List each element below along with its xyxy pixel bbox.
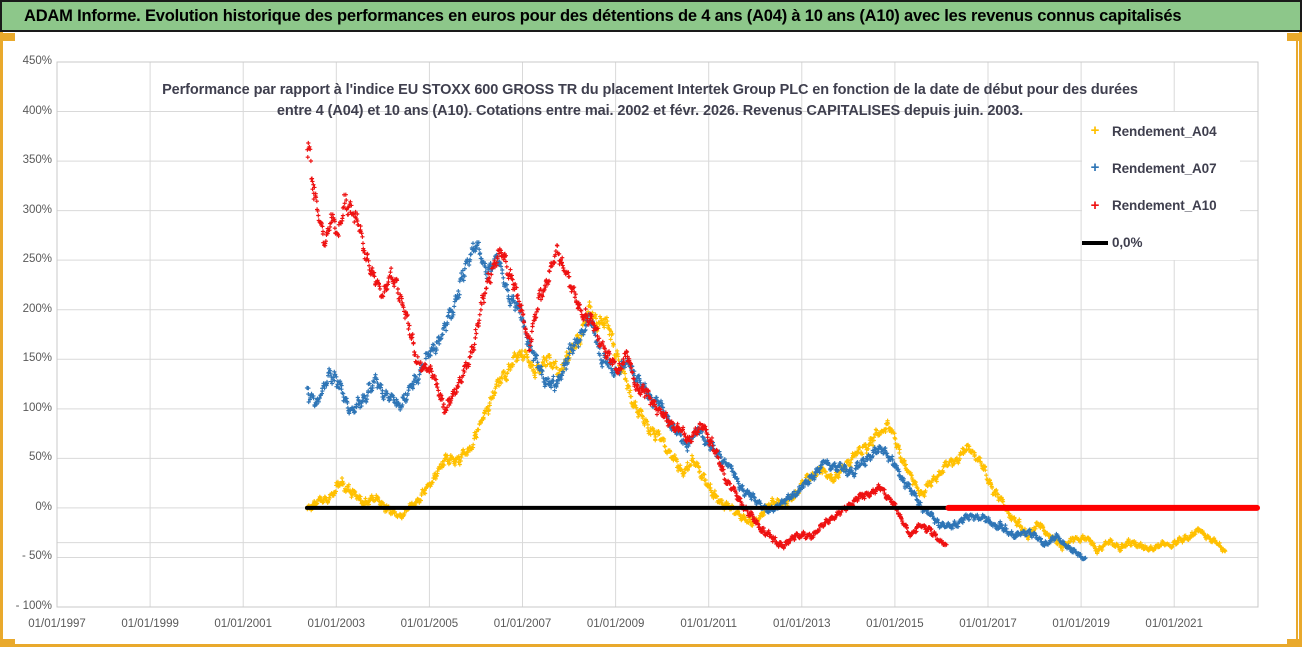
series-Rendement_A04[interactable] [305,300,1228,556]
black-line-icon [1082,241,1108,245]
y-tick-label: 300% [22,203,52,216]
legend-label: Rendement_A10 [1112,198,1217,214]
y-tick-label: 50% [28,451,52,464]
chart-title: Performance par rapport à l'indice EU ST… [60,80,1240,122]
legend-item-a04[interactable]: + Rendement_A04 [1082,118,1240,144]
x-tick-label: 01/01/2001 [214,618,272,630]
report-title-bar: ADAM Informe. Evolution historique des p… [0,0,1302,32]
plus-marker-icon: + [1090,196,1100,214]
chart-resize-handle-bottom-right[interactable] [1287,639,1302,647]
plot-border [56,61,1259,608]
y-tick-label: 200% [22,302,52,315]
y-tick-label: 450% [22,55,52,67]
x-tick-label: 01/01/2005 [400,618,459,630]
series-Rendement_A07[interactable] [304,240,1088,562]
y-tick-label: 400% [22,104,52,117]
y-tick-label: 150% [22,352,52,365]
y-tick-label: 350% [22,154,52,167]
legend-item-zero-line[interactable]: 0,0% [1082,230,1240,256]
x-tick-label: 01/01/2017 [959,618,1017,630]
chart-legend[interactable]: + Rendement_A04 + Rendement_A07 + Rendem… [1082,112,1240,260]
legend-label: Rendement_A07 [1112,160,1217,176]
legend-item-a10[interactable]: + Rendement_A10 [1082,193,1240,219]
x-tick-label: 01/01/2009 [586,618,645,630]
x-tick-label: 01/01/2013 [773,618,831,630]
legend-label: 0,0% [1112,235,1143,251]
x-tick-label: 01/01/1997 [28,618,86,630]
y-tick-label: 0% [35,500,52,513]
chart-resize-handle-bottom-left[interactable] [0,639,15,647]
x-tick-label: 01/01/2019 [1052,618,1110,630]
chart-resize-handle-top-right[interactable] [1287,33,1302,41]
y-tick-label: - 50% [21,550,52,563]
y-tick-label: 250% [22,253,52,266]
plus-marker-icon: + [1090,159,1100,177]
chart-title-line1: Performance par rapport à l'indice EU ST… [162,82,1138,98]
x-tick-label: 01/01/2003 [307,618,366,630]
x-tick-label: 01/01/1999 [121,618,179,630]
plus-marker-icon: + [1090,122,1100,139]
legend-item-a07[interactable]: + Rendement_A07 [1082,155,1240,181]
x-tick-label: 01/01/2015 [866,618,924,630]
chart-frame-right-edge [1296,40,1298,640]
legend-label: Rendement_A04 [1112,123,1217,139]
x-tick-label: 01/01/2007 [493,618,552,630]
x-tick-label: 01/01/2021 [1145,618,1203,630]
series-Rendement_A10[interactable] [305,140,949,551]
y-tick-label: - 100% [15,600,52,612]
x-tick-label: 01/01/2011 [680,618,738,630]
chart-resize-handle-top-left[interactable] [0,33,15,41]
chart-title-line2: entre 4 (A04) et 10 ans (A10). Cotations… [276,103,1024,119]
report-title: ADAM Informe. Evolution historique des p… [24,6,1182,25]
y-tick-label: 100% [22,401,52,414]
